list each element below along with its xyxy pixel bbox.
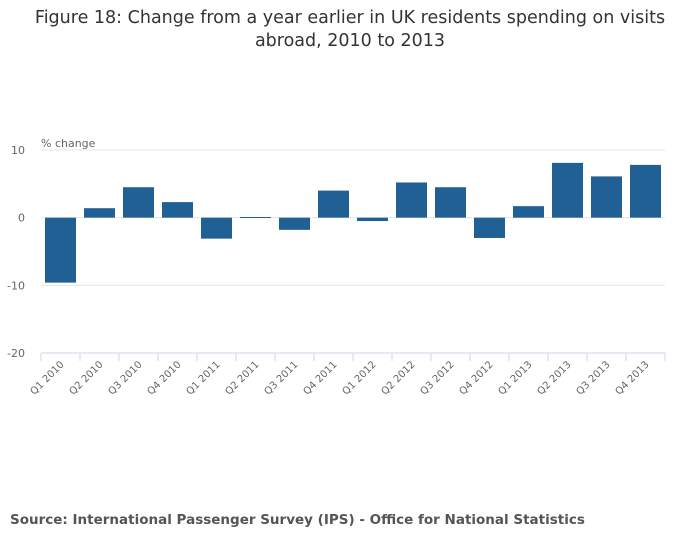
bar-q1-2012 — [357, 217, 388, 222]
bar-q1-2013 — [513, 206, 544, 218]
y-axis-label: % change — [41, 137, 96, 150]
y-tick-label: -10 — [7, 279, 25, 292]
x-tick-label: Q2 2010 — [68, 359, 106, 397]
bar-q1-2010 — [45, 217, 76, 283]
bar-q2-2011 — [240, 216, 271, 218]
x-tick-label: Q1 2010 — [29, 359, 67, 397]
x-tick-label: Q2 2012 — [380, 359, 418, 397]
x-tick-label: Q1 2011 — [185, 359, 223, 397]
bar-q3-2012 — [435, 187, 466, 218]
x-tick-label: Q4 2011 — [302, 359, 340, 397]
bar-q4-2011 — [318, 190, 349, 218]
chart-title: Figure 18: Change from a year earlier in… — [34, 8, 666, 51]
bar-q4-2013 — [630, 164, 661, 218]
x-tick-label: Q3 2011 — [263, 359, 301, 397]
x-tick-label: Q2 2013 — [536, 359, 574, 397]
bar-q4-2012 — [474, 217, 505, 238]
bar-q2-2013 — [552, 162, 583, 218]
x-tick-label: Q4 2012 — [458, 359, 496, 397]
x-tick-label: Q1 2013 — [497, 359, 535, 397]
bar-q2-2012 — [396, 182, 427, 218]
bar-q3-2010 — [123, 187, 154, 218]
x-tick-label: Q4 2010 — [146, 359, 184, 397]
bar-q3-2013 — [591, 176, 622, 218]
y-tick-label: 10 — [11, 144, 25, 157]
source-note: Source: International Passenger Survey (… — [10, 512, 585, 528]
y-tick-label: 0 — [18, 212, 25, 225]
x-tick-label: Q2 2011 — [224, 359, 262, 397]
bar-q1-2011 — [201, 217, 232, 239]
x-tick-label: Q3 2013 — [575, 359, 613, 397]
x-tick-label: Q4 2013 — [614, 359, 652, 397]
y-tick-label: -20 — [7, 347, 25, 360]
x-tick-label: Q1 2012 — [341, 359, 379, 397]
bar-q3-2011 — [279, 217, 310, 230]
x-tick-label: Q3 2010 — [107, 359, 145, 397]
bar-q2-2010 — [84, 208, 115, 218]
x-tick-label: Q3 2012 — [419, 359, 457, 397]
bar-q4-2010 — [162, 202, 193, 218]
